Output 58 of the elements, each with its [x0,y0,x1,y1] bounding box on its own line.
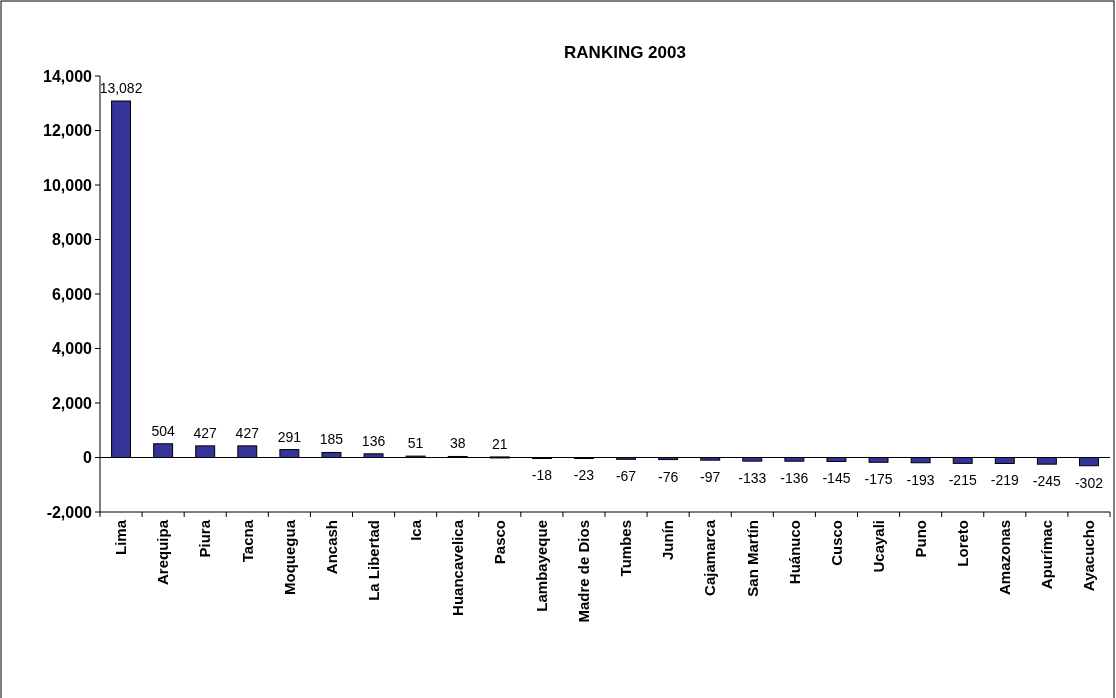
data-label: 38 [449,435,466,452]
data-label: 504 [151,422,176,439]
data-label: -145 [822,470,851,487]
x-tick-label: Piura [196,519,214,558]
x-tick-label: Junín [659,520,677,560]
y-tick-label: 0 [83,449,93,467]
data-label: -245 [1032,473,1062,490]
data-label: 291 [277,428,302,445]
x-tick-label: Lambayeque [533,520,551,612]
x-tick-label: Ucayali [869,520,887,573]
data-label: -76 [658,468,679,485]
data-label: 13,082 [99,80,143,97]
data-label: 51 [407,435,424,452]
data-label: -175 [864,471,893,488]
data-label: 185 [319,431,344,448]
y-tick-label: 8,000 [51,231,93,249]
data-label: -136 [780,470,809,487]
y-tick-label: 2,000 [51,394,93,412]
y-tick-label: 10,000 [43,176,93,194]
x-tick-label: Puno [911,520,929,558]
x-tick-label: Ayacucho [1080,520,1098,592]
data-label: -133 [738,470,767,487]
data-label: -18 [531,466,553,483]
y-tick-label: -2,000 [46,503,93,521]
data-label: -67 [615,468,637,485]
x-tick-label: Huánuco [785,520,803,585]
x-tick-label: Pasco [491,520,509,565]
data-label: 427 [235,424,260,441]
data-label: -215 [948,472,977,489]
x-tick-label: Tumbes [617,520,635,577]
x-tick-label: Huancavelica [448,519,466,616]
x-tick-label: Lima [112,519,130,556]
x-tick-label: Loreto [953,520,971,567]
x-tick-label: Cusco [827,520,845,566]
x-tick-label: Arequipa [154,519,172,586]
x-tick-label: Tacna [238,519,256,563]
data-label: -302 [1074,474,1104,491]
x-tick-label: La Libertad [364,520,382,601]
data-label: -219 [990,472,1020,489]
data-label: 21 [492,435,508,452]
chart-title: RANKING 2003 [564,43,686,62]
data-label: -23 [573,467,595,484]
x-tick-label: Amazonas [996,520,1014,596]
data-label: 136 [361,432,386,449]
y-tick-label: 14,000 [43,67,93,85]
x-tick-label: San Martín [743,520,761,597]
data-label: -193 [906,471,935,488]
y-tick-label: 4,000 [51,340,93,358]
y-tick-label: 12,000 [43,122,93,140]
y-tick-label: 6,000 [51,285,93,303]
x-tick-label: Ancash [322,520,340,575]
x-tick-label: Cajamarca [701,519,719,596]
data-label: -97 [700,469,721,486]
x-tick-label: Ica [406,519,424,541]
data-label: 427 [193,424,218,441]
x-tick-label: Moquegua [280,519,298,595]
x-tick-label: Madre de Dios [575,520,593,623]
x-tick-label: Apurímac [1038,520,1056,590]
